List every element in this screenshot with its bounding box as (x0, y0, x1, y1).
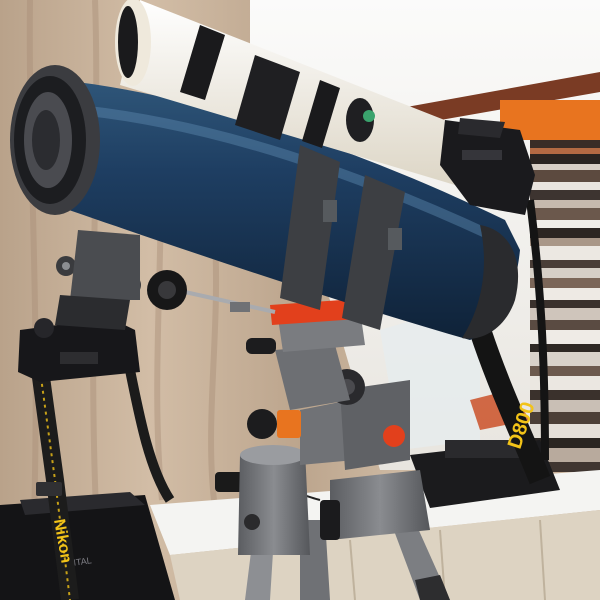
strap-cord (125, 369, 175, 503)
ceiling-beam (390, 72, 600, 128)
left-camera-body (18, 318, 140, 382)
camera-bag (0, 495, 175, 600)
printer-top (445, 440, 535, 458)
telescope-tube (10, 65, 520, 340)
dslr-camera (440, 118, 535, 215)
cabinet (170, 510, 600, 600)
control-rod (147, 270, 276, 314)
equatorial-mount (238, 298, 430, 555)
telephoto-lens (115, 0, 470, 185)
striped-glitch (530, 140, 600, 472)
left-camera-strap: Nikon (31, 368, 79, 600)
finder-knobs (55, 230, 141, 330)
